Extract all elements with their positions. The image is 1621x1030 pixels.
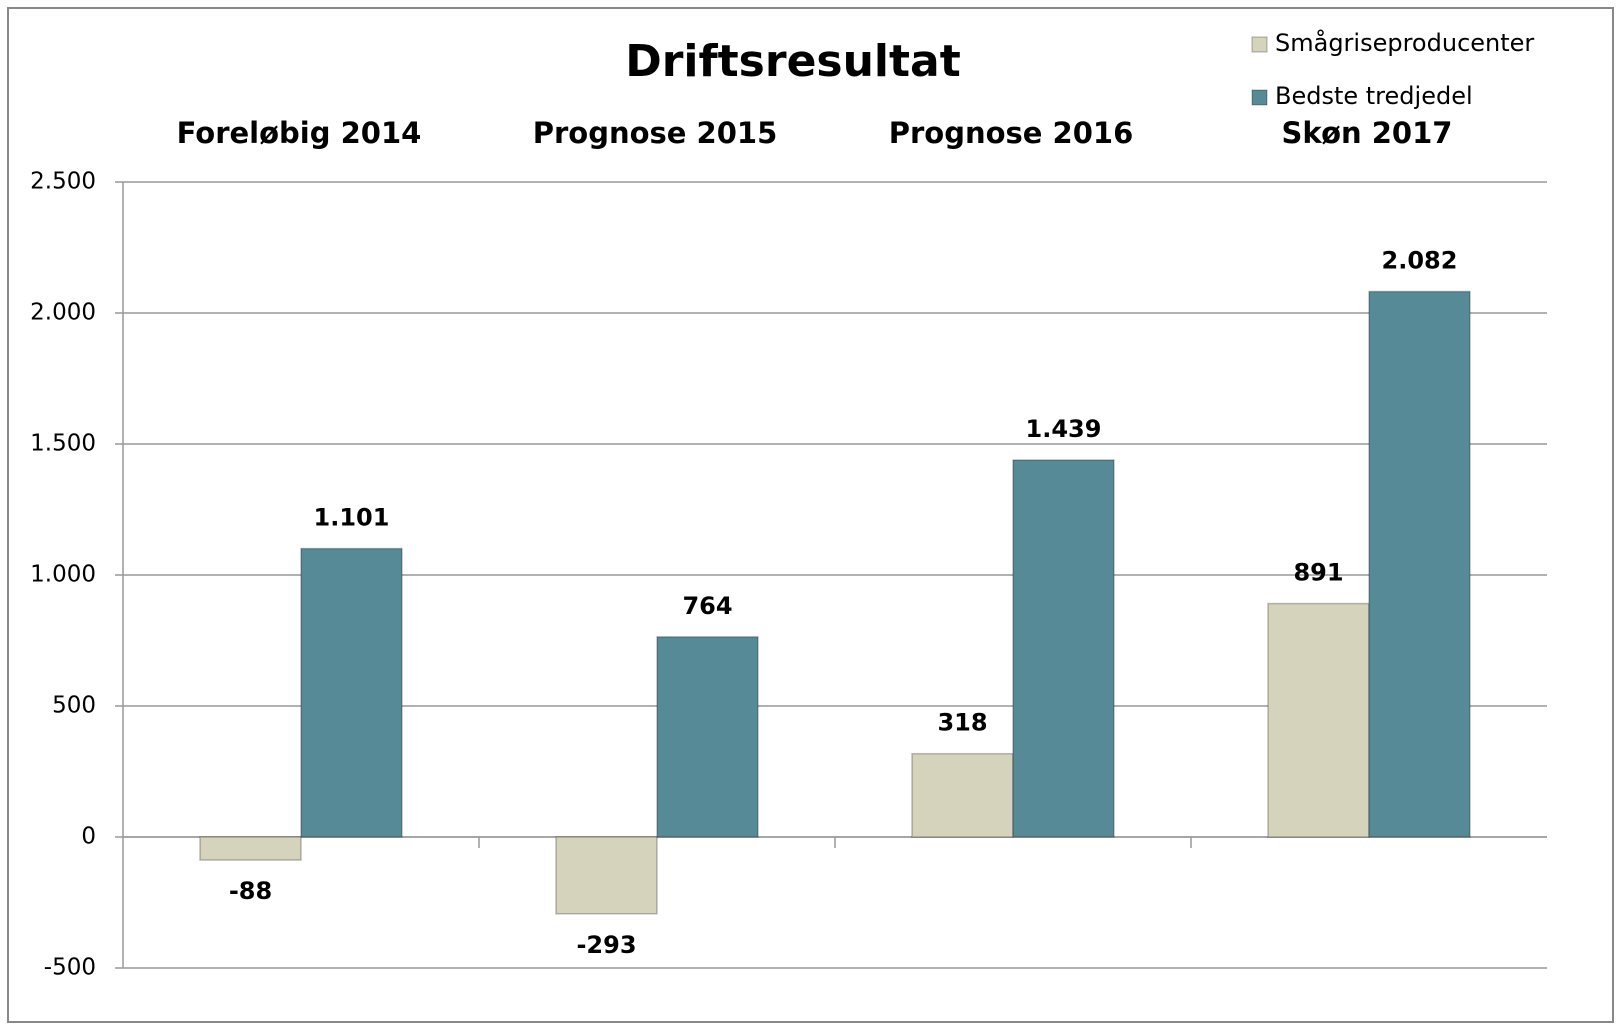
legend-swatch — [1251, 36, 1268, 53]
value-label: -293 — [576, 931, 636, 959]
legend-label: Smågriseproducenter — [1275, 28, 1534, 57]
category-label: Foreløbig 2014 — [177, 116, 422, 150]
bar — [656, 636, 759, 838]
y-tick-label: 500 — [52, 693, 96, 719]
chart-title: Driftsresultat — [625, 36, 961, 87]
value-label: -88 — [229, 877, 272, 905]
category-label: Prognose 2016 — [889, 116, 1134, 150]
value-label: 1.101 — [314, 504, 390, 532]
y-tick-label: 0 — [81, 824, 96, 850]
y-tick-label: 2.500 — [30, 169, 96, 195]
value-label: 2.082 — [1382, 247, 1458, 275]
bar — [300, 547, 403, 838]
bar — [1267, 602, 1370, 838]
legend-swatch — [1251, 89, 1268, 106]
bar — [199, 836, 302, 861]
value-label: 1.439 — [1026, 415, 1102, 443]
y-tick-label: 1.000 — [30, 562, 96, 588]
value-label: 764 — [682, 592, 732, 620]
category-label: Skøn 2017 — [1282, 116, 1453, 150]
y-tick-label: 2.000 — [30, 300, 96, 326]
value-label: 318 — [937, 709, 987, 737]
bar — [1368, 290, 1471, 838]
legend-label: Bedste tredjedel — [1275, 82, 1473, 110]
bar — [555, 836, 658, 915]
category-label: Prognose 2015 — [533, 116, 778, 150]
bar — [911, 752, 1014, 838]
y-tick-label: 1.500 — [30, 431, 96, 457]
value-label: 891 — [1293, 559, 1343, 587]
y-tick-label: -500 — [44, 955, 96, 981]
bar — [1012, 459, 1115, 838]
